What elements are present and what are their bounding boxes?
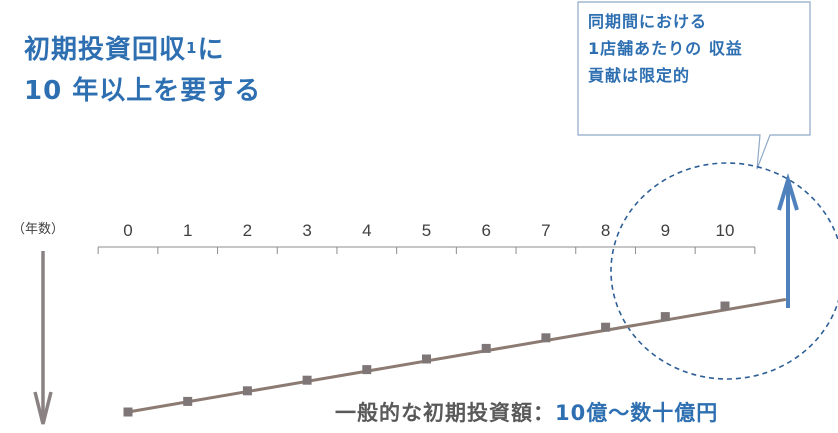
x-tick-label: 6	[481, 221, 490, 240]
caption-highlight: 10億～数十億円	[555, 401, 719, 425]
data-point-marker	[362, 365, 372, 375]
x-tick-label: 10	[716, 221, 735, 240]
x-tick-label: 3	[302, 221, 311, 240]
data-point-marker	[123, 407, 133, 417]
down-arrow-icon	[33, 251, 53, 425]
x-tick-label: 4	[362, 221, 371, 240]
callout-line-1: 同期間における	[588, 12, 708, 31]
caption-prefix: 一般的な初期投資額：	[335, 401, 555, 425]
x-tick-label: 9	[661, 221, 670, 240]
headline-text-1b: に	[197, 35, 225, 65]
x-tick-label: 2	[243, 221, 252, 240]
data-point-marker	[601, 322, 611, 332]
highlight-circle	[610, 162, 838, 380]
axis-unit-label: （年数）	[12, 221, 64, 236]
investment-caption: 一般的な初期投資額：10億～数十億円	[335, 397, 718, 427]
footnote-marker: 1	[186, 39, 198, 57]
up-arrow-icon	[777, 173, 799, 308]
headline: 初期投資回収1に 10 年以上を要する	[24, 30, 261, 112]
data-point-marker	[183, 396, 193, 406]
data-point-marker	[422, 354, 431, 364]
callout-line-3: 貢献は限定的	[588, 66, 691, 85]
x-tick-label: 7	[541, 221, 550, 240]
data-point-marker	[660, 312, 670, 322]
callout-text: 同期間における 1店舗あたりの 収益 貢献は限定的	[588, 8, 788, 89]
x-tick-label: 1	[183, 221, 192, 240]
data-point-marker	[481, 343, 491, 353]
headline-line-1: 初期投資回収1に	[24, 30, 261, 71]
x-tick-label: 0	[123, 221, 132, 240]
data-point-marker	[541, 333, 551, 343]
data-point-marker	[242, 386, 252, 396]
x-tick-label: 8	[601, 221, 610, 240]
data-point-marker	[302, 375, 312, 385]
callout-bubble	[577, 1, 811, 170]
callout-line-2: 1店舗あたりの 収益	[588, 39, 743, 58]
x-tick-label: 5	[422, 221, 431, 240]
headline-text-1: 初期投資回収	[24, 35, 187, 65]
payback-line	[126, 298, 787, 414]
headline-line-2: 10 年以上を要する	[24, 76, 262, 106]
data-point-marker	[720, 301, 730, 311]
